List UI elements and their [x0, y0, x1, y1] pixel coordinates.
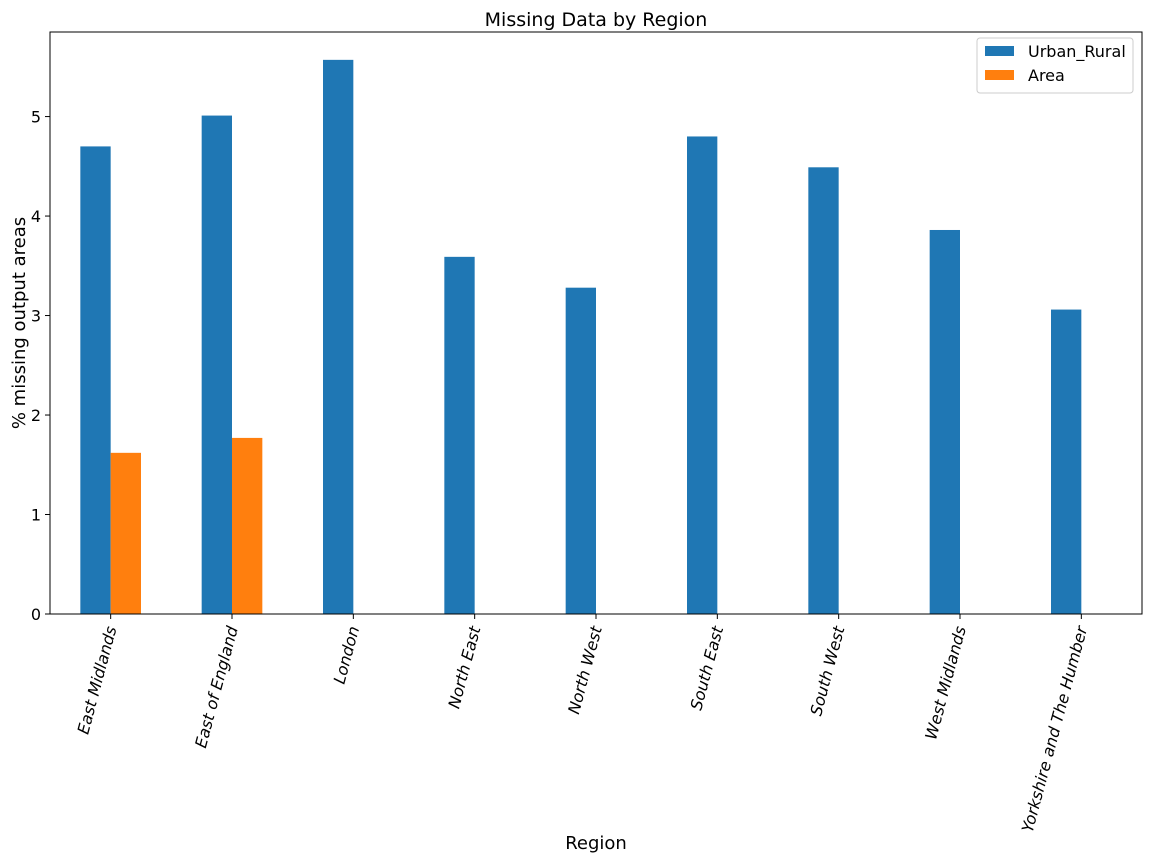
x-tick-label: Yorkshire and The Humber: [1018, 623, 1092, 834]
y-tick-label: 4: [31, 207, 41, 226]
y-axis-label: % missing output areas: [9, 217, 30, 429]
bar-area-east-midlands: [110, 452, 141, 614]
chart-title: Missing Data by Region: [485, 9, 708, 31]
x-axis: East Midlands East of England London North …: [73, 614, 1092, 834]
y-tick-label: 5: [31, 108, 41, 127]
bar-urban-rural-south-east: [687, 136, 718, 614]
bar-urban-rural-south-west: [808, 167, 839, 615]
bar-urban-rural-east-midlands: [80, 146, 111, 614]
legend-swatch: [985, 70, 1014, 80]
y-tick-label: 2: [31, 406, 41, 425]
legend-label: Urban_Rural: [1028, 42, 1126, 62]
bar-urban-rural-london: [323, 59, 354, 615]
bar-urban-rural-west-midlands: [929, 229, 960, 614]
legend-swatch: [985, 46, 1014, 56]
bar-urban-rural-east-of-england: [201, 115, 232, 615]
bars-group: [80, 59, 1082, 615]
x-tick-label: West Midlands: [921, 624, 970, 742]
legend-box: [976, 37, 1134, 94]
legend: Urban_Rural Area: [976, 37, 1134, 94]
x-tick-label: North West: [564, 623, 606, 716]
y-tick-label: 1: [31, 506, 41, 525]
legend-label: Area: [1028, 66, 1065, 85]
bar-area-east-of-england: [232, 437, 263, 614]
x-tick-label: South West: [806, 623, 848, 717]
bar-urban-rural-north-east: [444, 256, 475, 614]
y-tick-label: 0: [31, 605, 41, 624]
bar-urban-rural-yorkshire-and-the-humber: [1051, 309, 1082, 614]
y-tick-label: 3: [31, 307, 41, 326]
x-tick-label: East of England: [191, 623, 242, 750]
x-tick-label: North East: [444, 623, 484, 710]
x-tick-label: South East: [687, 623, 728, 712]
y-axis: 0 1 2 3 4 5: [31, 108, 50, 624]
bar-urban-rural-north-west: [565, 287, 596, 614]
x-tick-label: London: [330, 624, 364, 686]
x-axis-label: Region: [565, 833, 627, 854]
x-tick-label: East Midlands: [73, 624, 120, 736]
